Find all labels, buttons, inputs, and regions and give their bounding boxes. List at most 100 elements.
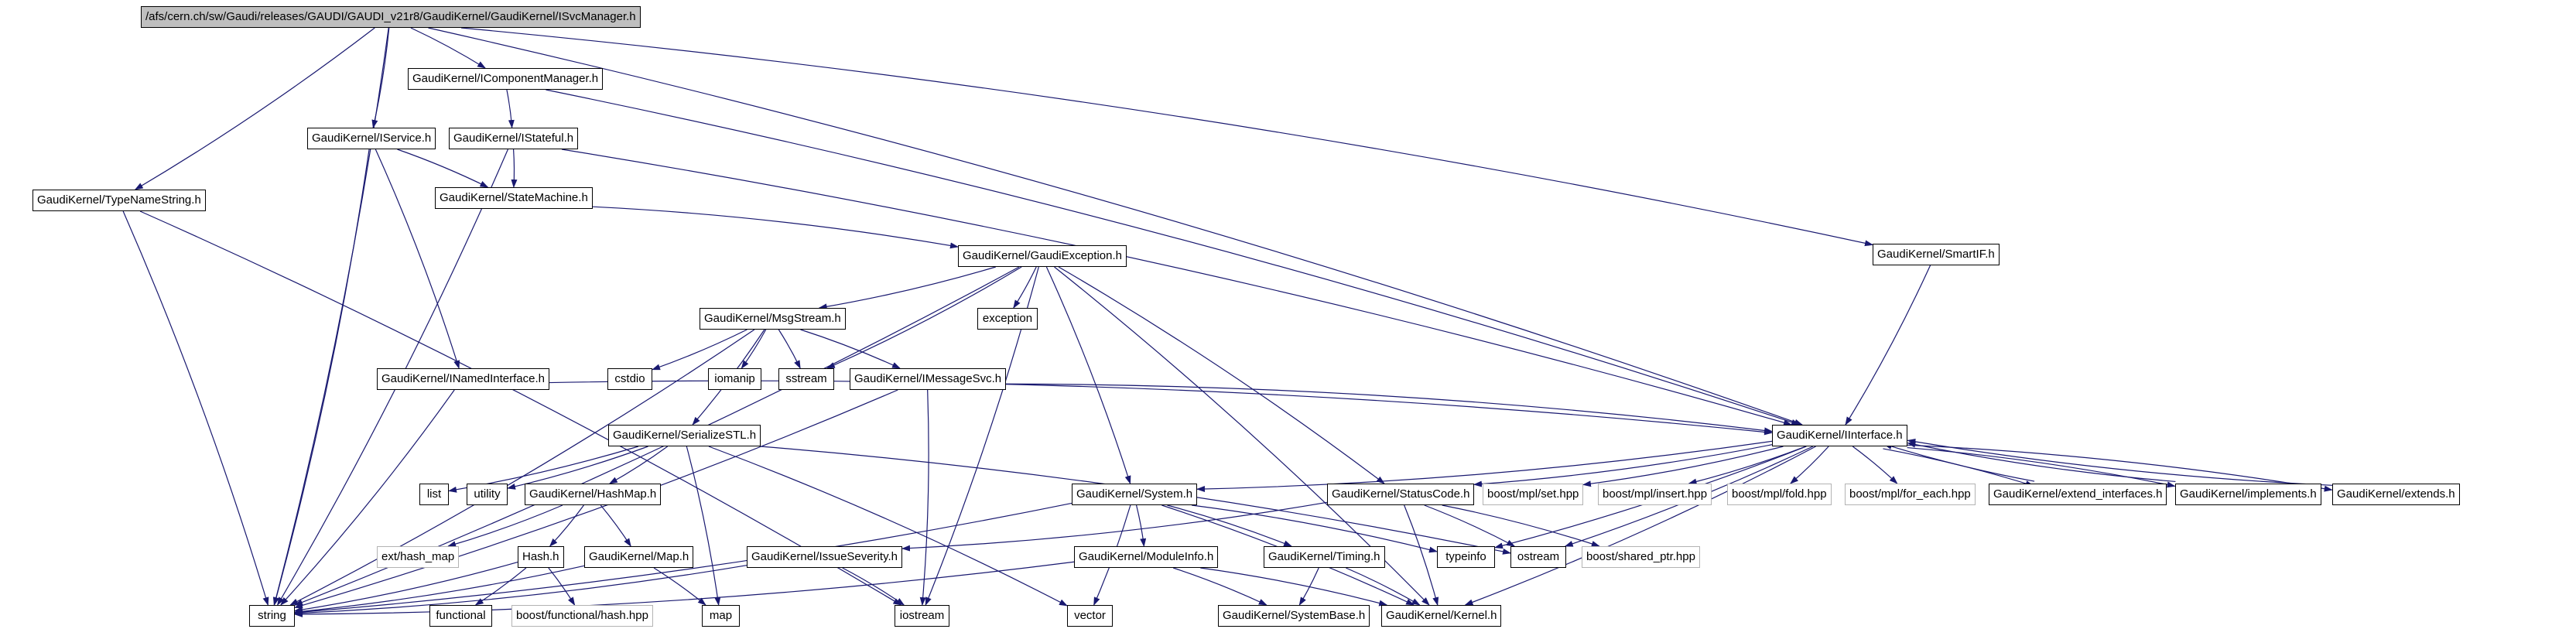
- edge-msgstream-iomanip: [741, 329, 767, 369]
- edge-timing-kernel: [1346, 567, 1421, 606]
- edge-imessagesvc-iinterface: [1005, 383, 1773, 434]
- edge-system-timing: [1167, 504, 1292, 547]
- edge-gaudiexception-exception: [1013, 266, 1037, 309]
- edge-serializestl-vector: [708, 446, 1068, 607]
- graph-node-utility[interactable]: utility: [467, 484, 508, 505]
- graph-node-msgstream[interactable]: GaudiKernel/MsgStream.h: [700, 308, 846, 330]
- graph-node-mplforeach[interactable]: boost/mpl/for_each.hpp: [1845, 484, 1976, 505]
- graph-node-ostream[interactable]: ostream: [1510, 546, 1566, 568]
- edge-root-string: [272, 27, 389, 606]
- edge-iinterface-extendinterfaces: [1883, 448, 2034, 487]
- graph-node-implements[interactable]: GaudiKernel/implements.h: [2175, 484, 2321, 505]
- graph-node-inamedinterface[interactable]: GaudiKernel/INamedInterface.h: [377, 368, 549, 390]
- graph-node-root[interactable]: /afs/cern.ch/sw/Gaudi/releases/GAUDI/GAU…: [141, 6, 641, 28]
- edge-hash-string: [294, 561, 518, 613]
- edge-serializestl-utility: [507, 446, 648, 490]
- graph-node-kernel[interactable]: GaudiKernel/Kernel.h: [1381, 605, 1502, 627]
- edge-gaudiexception-statuscode: [1058, 266, 1385, 484]
- edge-typenamestring-string: [122, 210, 269, 606]
- edge-gaudiexception-msgstream: [818, 266, 996, 310]
- graph-node-hashmap[interactable]: GaudiKernel/HashMap.h: [525, 484, 662, 505]
- edge-extends-iinterface: [1907, 438, 2333, 486]
- graph-node-functional[interactable]: functional: [429, 605, 492, 627]
- graph-node-vector[interactable]: vector: [1067, 605, 1113, 627]
- graph-node-smartif[interactable]: GaudiKernel/SmartIF.h: [1873, 244, 2000, 265]
- graph-node-list[interactable]: list: [419, 484, 449, 505]
- graph-node-iservice[interactable]: GaudiKernel/IService.h: [307, 128, 436, 149]
- edge-iinterface-implements: [1907, 446, 2176, 488]
- edge-hashmap-map_h: [600, 504, 631, 547]
- edge-smartif-iinterface: [1845, 265, 1931, 426]
- graph-node-system[interactable]: GaudiKernel/System.h: [1072, 484, 1198, 505]
- edge-iservice-statemachine: [397, 149, 489, 188]
- edge-iinterface-kernel: [1464, 446, 1816, 606]
- edge-moduleinfo-string: [294, 561, 1075, 617]
- graph-node-sharedptr[interactable]: boost/shared_ptr.hpp: [1582, 546, 1700, 568]
- edge-msgstream-sstream: [778, 329, 801, 369]
- edge-istateful-statemachine: [511, 149, 518, 188]
- graph-node-mplfold[interactable]: boost/mpl/fold.hpp: [1727, 484, 1832, 505]
- edge-root-iinterface: [428, 27, 1803, 426]
- edge-moduleinfo-kernel: [1200, 567, 1388, 607]
- edge-implements-iinterface: [1907, 441, 2176, 483]
- graph-node-timing[interactable]: GaudiKernel/Timing.h: [1264, 546, 1385, 568]
- graph-node-statuscode[interactable]: GaudiKernel/StatusCode.h: [1327, 484, 1475, 505]
- edge-msgstream-imessagesvc: [800, 329, 901, 369]
- graph-node-serializestl[interactable]: GaudiKernel/SerializeSTL.h: [608, 425, 761, 446]
- graph-node-mplset[interactable]: boost/mpl/set.hpp: [1483, 484, 1584, 505]
- graph-node-extendinterfaces[interactable]: GaudiKernel/extend_interfaces.h: [1989, 484, 2167, 505]
- edge-hash-functional: [474, 567, 527, 606]
- edge-statuscode-ostream: [1424, 504, 1516, 547]
- graph-node-cstdio[interactable]: cstdio: [607, 368, 652, 390]
- graph-node-moduleinfo[interactable]: GaudiKernel/ModuleInfo.h: [1074, 546, 1219, 568]
- edge-timing-systembase: [1298, 567, 1319, 606]
- graph-node-gaudiexception[interactable]: GaudiKernel/GaudiException.h: [958, 245, 1127, 267]
- graph-node-issueseverity[interactable]: GaudiKernel/IssueSeverity.h: [747, 546, 902, 568]
- edge-group: [122, 27, 2333, 617]
- graph-node-extends[interactable]: GaudiKernel/extends.h: [2332, 484, 2460, 505]
- edge-iinterface-mplfold: [1790, 446, 1829, 484]
- graph-node-sstream[interactable]: sstream: [778, 368, 834, 390]
- edge-serializestl-hashmap: [608, 446, 669, 484]
- edge-statemachine-gaudiexception: [592, 206, 959, 249]
- graph-node-map_h[interactable]: GaudiKernel/Map.h: [584, 546, 694, 568]
- graph-node-iomanip[interactable]: iomanip: [708, 368, 761, 390]
- graph-node-iinterface[interactable]: GaudiKernel/IInterface.h: [1772, 425, 1907, 446]
- graph-node-statemachine[interactable]: GaudiKernel/StateMachine.h: [435, 187, 593, 209]
- graph-node-typenamestring[interactable]: GaudiKernel/TypeNameString.h: [32, 190, 206, 211]
- graph-node-iostream[interactable]: iostream: [895, 605, 949, 627]
- edge-imessagesvc-iostream: [919, 389, 929, 606]
- edge-root-iservice: [371, 27, 390, 128]
- edge-iinterface-mplforeach: [1852, 446, 1898, 484]
- edge-root-smartif: [461, 27, 1873, 247]
- edge-statuscode-sharedptr: [1442, 504, 1600, 547]
- edge-iinterface-system: [1196, 440, 1773, 493]
- edge-iservice-string: [273, 149, 370, 606]
- edge-serializestl-map: [686, 446, 721, 606]
- graph-node-typeinfo[interactable]: typeinfo: [1437, 546, 1495, 568]
- graph-node-mplinsert[interactable]: boost/mpl/insert.hpp: [1598, 484, 1712, 505]
- graph-node-istateful[interactable]: GaudiKernel/IStateful.h: [449, 128, 579, 149]
- edge-system-moduleinfo: [1136, 504, 1147, 547]
- graph-node-systembase[interactable]: GaudiKernel/SystemBase.h: [1218, 605, 1370, 627]
- graph-node-icomponentmanager[interactable]: GaudiKernel/IComponentManager.h: [408, 68, 604, 90]
- edge-root-typenamestring: [134, 27, 375, 190]
- edge-iinterface-mplset: [1582, 446, 1784, 487]
- edge-iservice-inamedinterface: [375, 149, 460, 369]
- edge-root-icomponentmanager: [410, 27, 486, 69]
- graph-node-exception[interactable]: exception: [977, 308, 1038, 330]
- edge-extendinterfaces-iinterface: [1883, 443, 2035, 482]
- graph-node-exthashmap[interactable]: ext/hash_map: [377, 546, 460, 568]
- edge-hashmap-exthashmap: [447, 504, 563, 548]
- graph-node-string[interactable]: string: [249, 605, 295, 627]
- graph-node-imessagesvc[interactable]: GaudiKernel/IMessageSvc.h: [850, 368, 1007, 390]
- graph-node-map[interactable]: map: [702, 605, 740, 627]
- graph-node-boosthash[interactable]: boost/functional/hash.hpp: [511, 605, 653, 627]
- edge-issueseverity-iostream: [842, 567, 905, 606]
- edge-icomponentmanager-istateful: [506, 89, 515, 128]
- edge-statuscode-issueseverity: [901, 501, 1328, 552]
- edge-gaudiexception-system: [1045, 266, 1131, 484]
- graph-node-hash[interactable]: Hash.h: [518, 546, 564, 568]
- edge-hashmap-hash: [549, 504, 584, 547]
